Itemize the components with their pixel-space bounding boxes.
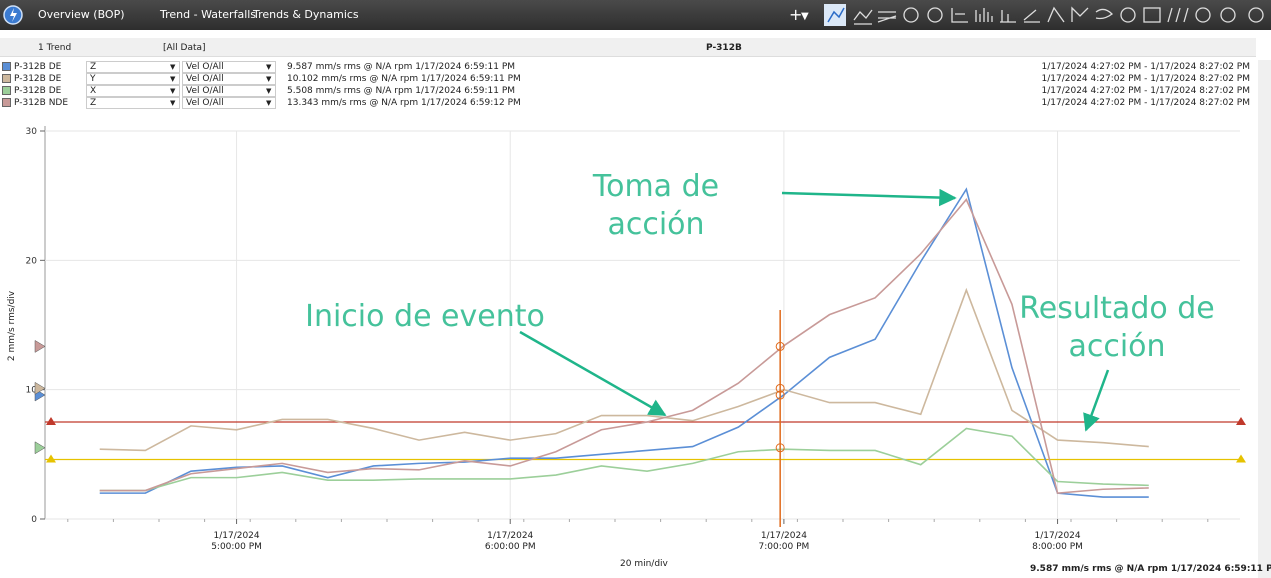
legend-name: P-312B DE xyxy=(14,74,62,84)
measure: Vel O/All xyxy=(186,98,224,108)
status: 9.587 mm/s rms @ N/A rpm 1/17/2024 6:59:… xyxy=(1030,564,1271,574)
annotation: Toma de acción xyxy=(592,169,720,242)
legend-row: P-312B NDE Z ▼ Vel O/All ▼ 13.343 mm/s rms @ … xyxy=(0,97,1256,109)
legend-name: P-312B DE xyxy=(14,86,62,96)
reading: 13.343 mm/s rms @ N/A rpm 1/17/2024 6:59… xyxy=(287,98,521,108)
cursor-point xyxy=(775,390,785,400)
legend-name: P-312B DE xyxy=(14,62,62,72)
reference-marker xyxy=(1236,454,1246,463)
active-icon[interactable] xyxy=(824,4,846,26)
y-tick-label: 30 xyxy=(26,127,38,137)
cursor-point xyxy=(775,341,785,351)
time-range: 1/17/2024 4:27:02 PM - 1/17/2024 8:27:02… xyxy=(1041,98,1250,108)
legend-icon xyxy=(2,86,11,95)
axis-dropdown[interactable] xyxy=(86,97,180,109)
measure-dropdown[interactable] xyxy=(182,61,276,73)
reference-marker xyxy=(46,454,56,463)
dropdown-arrow: ▼ xyxy=(266,99,272,107)
dropdown-arrow: ▼ xyxy=(170,75,176,83)
tab[interactable]: Overview (BOP) xyxy=(38,8,125,21)
direction: Z xyxy=(90,62,97,72)
time-range: 1/17/2024 4:27:02 PM - 1/17/2024 8:27:02… xyxy=(1041,62,1250,72)
cursor-marker xyxy=(34,441,46,455)
scrollbar[interactable] xyxy=(1258,60,1271,578)
reading: 10.102 mm/s rms @ N/A rpm 1/17/2024 6:59… xyxy=(287,74,521,84)
axis-dropdown[interactable] xyxy=(86,61,180,73)
reading: 9.587 mm/s rms @ N/A rpm 1/17/2024 6:59:… xyxy=(287,62,516,72)
measure: Vel O/All xyxy=(186,74,224,84)
x-tick-label: 1/17/2024 6:00:00 PM xyxy=(484,531,536,552)
y-axis-label: 2 mm/s rms/div xyxy=(7,290,17,362)
annotation-arrow xyxy=(1083,369,1110,432)
dropdown-arrow: ▼ xyxy=(170,87,176,95)
chart: 0 10 20 30 xyxy=(26,126,1246,527)
annotation: Resultado de acción xyxy=(1019,291,1215,364)
direction: Z xyxy=(90,98,97,108)
dropdown-arrow: ▼ xyxy=(170,99,176,107)
legend-row: P-312B DE Z ▼ Vel O/All ▼ 9.587 mm/s rms @ N/… xyxy=(0,61,1256,73)
legend-row: P-312B DE Y ▼ Vel O/All ▼ 10.102 mm/s rms @ N… xyxy=(0,73,1256,85)
measure-dropdown[interactable] xyxy=(182,97,276,109)
dropdown-arrow: ▼ xyxy=(266,87,272,95)
series-line xyxy=(99,287,1149,452)
y-tick-label: 10 xyxy=(26,386,38,396)
direction: X xyxy=(90,86,97,96)
cursor-marker xyxy=(34,381,46,395)
legend-icon xyxy=(2,74,11,83)
legend-icon xyxy=(2,62,11,71)
cursor-point xyxy=(775,443,785,453)
header-bar xyxy=(0,38,1256,57)
reading: 5.508 mm/s rms @ N/A rpm 1/17/2024 6:59:… xyxy=(287,86,516,96)
x-tick-label: 1/17/2024 8:00:00 PM xyxy=(1032,531,1083,552)
add-button[interactable]: + xyxy=(789,5,802,24)
dropdown-arrow: ▼ xyxy=(170,63,176,71)
series-line xyxy=(99,198,1149,494)
x-axis-label: 20 min/div xyxy=(620,559,668,569)
time-range: 1/17/2024 4:27:02 PM - 1/17/2024 8:27:02… xyxy=(1041,74,1250,84)
series-line xyxy=(99,427,1149,492)
annotation: Inicio de evento xyxy=(305,299,545,334)
y-tick-label: 20 xyxy=(26,256,38,266)
axis-dropdown[interactable] xyxy=(86,73,180,85)
cursor-marker xyxy=(34,339,46,353)
measure-dropdown[interactable] xyxy=(182,73,276,85)
tab[interactable]: Trends & Dynamics xyxy=(253,8,359,21)
legend-icon xyxy=(2,98,11,107)
trend-count: 1 Trend xyxy=(38,43,72,53)
measure: Vel O/All xyxy=(186,62,224,72)
toolbar-icons: + ▼ xyxy=(3,4,1264,26)
annotation-arrow xyxy=(519,330,667,417)
time-range: 1/17/2024 4:27:02 PM - 1/17/2024 8:27:02… xyxy=(1041,86,1250,96)
tab[interactable]: Trend - Waterfalls xyxy=(160,8,257,21)
y-tick-label: 0 xyxy=(31,515,37,525)
reference-marker xyxy=(46,417,56,425)
annotation-arrow xyxy=(781,188,957,207)
measure-dropdown[interactable] xyxy=(182,85,276,97)
view-icons[interactable] xyxy=(853,6,1264,25)
x-tick-label: 1/17/2024 7:00:00 PM xyxy=(758,531,810,552)
x-tick-label: 1/17/2024 5:00:00 PM xyxy=(211,531,262,552)
direction: Y xyxy=(90,74,96,84)
measure: Vel O/All xyxy=(186,86,224,96)
dropdown-arrow: ▼ xyxy=(266,75,272,83)
dropdown-arrow: ▼ xyxy=(266,63,272,71)
cursor-point xyxy=(775,383,785,393)
data-filter[interactable]: [All Data] xyxy=(163,43,206,53)
reference-marker xyxy=(1236,417,1246,425)
legend-row: P-312B DE X ▼ Vel O/All ▼ 5.508 mm/s rms @ N/… xyxy=(0,85,1256,97)
legend-name: P-312B NDE xyxy=(14,98,69,108)
toolbar: + ▼ xyxy=(0,0,1271,30)
axis-dropdown[interactable] xyxy=(86,85,180,97)
asset-title: P-312B xyxy=(706,43,742,53)
menu-button[interactable]: ▼ xyxy=(801,11,809,22)
